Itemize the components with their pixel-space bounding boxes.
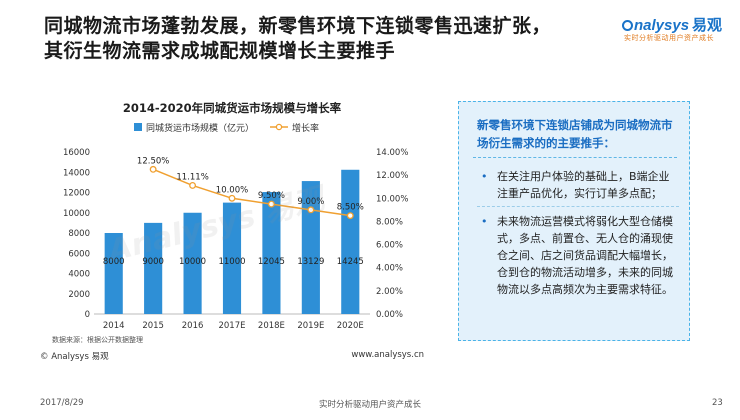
logo-brand-cn: 易观 xyxy=(692,17,723,34)
bar-2014 xyxy=(104,233,123,314)
page-number: 23 xyxy=(712,398,723,408)
growth-point-2016 xyxy=(189,181,197,189)
panel-bullet-list: 在关注用户体验的基础上，B端企业注重产品优化，实行订单多点配； 未来物流运营模式… xyxy=(477,168,679,298)
bar-2015 xyxy=(144,222,163,314)
logo-a-icon xyxy=(622,20,633,31)
y-right-tick-label: 4.00% xyxy=(376,264,403,274)
y-left-tick-label: 10000 xyxy=(63,209,90,219)
y-right-tick-label: 0.00% xyxy=(376,310,403,320)
bar-value-label: 14245 xyxy=(337,257,364,267)
logo-slogan: 实时分析驱动用户资产成长 xyxy=(624,34,714,42)
y-right-tick-label: 2.00% xyxy=(376,287,403,297)
chart-footer: © Analysys 易观 www.analysys.cn xyxy=(40,350,424,364)
growth-point-2019E xyxy=(307,206,315,214)
bar-2016 xyxy=(183,212,202,314)
copyright-text: © Analysys 易观 xyxy=(40,352,109,362)
y-left-tick-label: 0 xyxy=(85,310,90,320)
growth-point-2020E xyxy=(346,212,354,220)
growth-point-2018E xyxy=(267,200,275,208)
y-right-tick-label: 14.00% xyxy=(376,148,408,158)
slide-title-line-1: 同城物流市场蓬勃发展，新零售环境下连锁零售迅速扩张， xyxy=(44,15,552,37)
bar-value-label: 8000 xyxy=(103,257,125,267)
y-left-tick-label: 16000 xyxy=(63,148,90,158)
panel-bullet: 在关注用户体验的基础上，B端企业注重产品优化，实行订单多点配； xyxy=(477,168,679,202)
growth-value-label: 8.50% xyxy=(337,203,364,213)
x-tick-label: 2019E xyxy=(297,321,324,331)
y-left-tick-label: 6000 xyxy=(68,249,90,259)
bar-2018E xyxy=(262,192,281,314)
growth-value-label: 10.00% xyxy=(216,185,248,195)
bar-2017E xyxy=(222,202,242,314)
chart-title: 2014-2020年同城货运市场规模与增长率 xyxy=(123,101,342,115)
growth-value-label: 11.11% xyxy=(176,172,208,182)
growth-point-2015 xyxy=(149,165,157,173)
panel-divider xyxy=(473,157,677,158)
x-tick-label: 2018E xyxy=(258,321,285,331)
x-tick-label: 2015 xyxy=(142,321,164,331)
legend-line-marker xyxy=(275,123,283,131)
logo-brand-text: nalysys xyxy=(634,17,690,34)
growth-value-label: 9.50% xyxy=(258,191,285,201)
growth-value-label: 12.50% xyxy=(137,156,169,166)
y-right-tick-label: 8.00% xyxy=(376,217,403,227)
bar-value-label: 9000 xyxy=(142,257,164,267)
bar-value-label: 13129 xyxy=(297,257,324,267)
growth-point-2017E xyxy=(228,194,236,202)
y-left-tick-label: 2000 xyxy=(68,290,90,300)
y-left-tick-label: 12000 xyxy=(63,189,90,199)
y-left-tick-label: 8000 xyxy=(68,229,90,239)
page-date: 2017/8/29 xyxy=(40,398,84,408)
panel-heading: 新零售环境下连锁店铺成为同城物流市场衍生需求的的主要推手： xyxy=(477,118,673,150)
legend-bar-swatch xyxy=(134,123,142,131)
website-url[interactable]: www.analysys.cn xyxy=(351,350,424,360)
legend-bar-label: 同城货运市场规模（亿元） xyxy=(146,122,254,134)
logo-brand: nalysys 易观 xyxy=(622,14,722,35)
y-right-tick-label: 10.00% xyxy=(376,194,408,204)
growth-rate-line xyxy=(152,168,351,217)
y-left-tick-label: 14000 xyxy=(63,168,90,178)
x-tick-label: 2017E xyxy=(218,321,245,331)
legend-line-label: 增长率 xyxy=(292,122,319,134)
panel-bullet: 未来物流运营模式将弱化大型仓储模式，多点、前置仓、无人仓的涌现使仓之间、店之间货… xyxy=(477,206,679,298)
slide-title: 同城物流市场蓬勃发展，新零售环境下连锁零售迅速扩张， 其衍生物流需求成城配规模增… xyxy=(44,14,604,64)
source-note: 数据来源：根据公开数据整理 xyxy=(52,335,143,344)
chart-container: 2014-2020年同城货运市场规模与增长率同城货运市场规模（亿元） 增长率 0 20… xyxy=(38,98,428,366)
page-footer-slogan: 实时分析驱动用户资产成长 xyxy=(318,400,421,410)
y-left-tick-label: 4000 xyxy=(68,270,90,280)
bar-value-label: 10000 xyxy=(179,257,206,267)
y-right-tick-label: 12.00% xyxy=(376,171,408,181)
bar-value-label: 11000 xyxy=(218,257,245,267)
growth-value-label: 9.00% xyxy=(297,197,324,207)
analysys-logo: nalysys 易观 实时分析驱动用户资产成长 xyxy=(622,14,732,46)
insight-panel: 新零售环境下连锁店铺成为同城物流市场衍生需求的的主要推手： 在关注用户体验的基础… xyxy=(458,101,690,341)
y-right-tick-label: 6.00% xyxy=(376,241,403,251)
bar-2019E xyxy=(301,181,320,314)
x-tick-label: 2020E xyxy=(337,321,364,331)
slide-title-line-2: 其衍生物流需求成城配规模增长主要推手 xyxy=(44,40,396,62)
bar-value-label: 12045 xyxy=(258,257,285,267)
x-tick-label: 2016 xyxy=(182,321,204,331)
x-tick-label: 2014 xyxy=(103,321,125,331)
bar-2020E xyxy=(341,169,360,314)
